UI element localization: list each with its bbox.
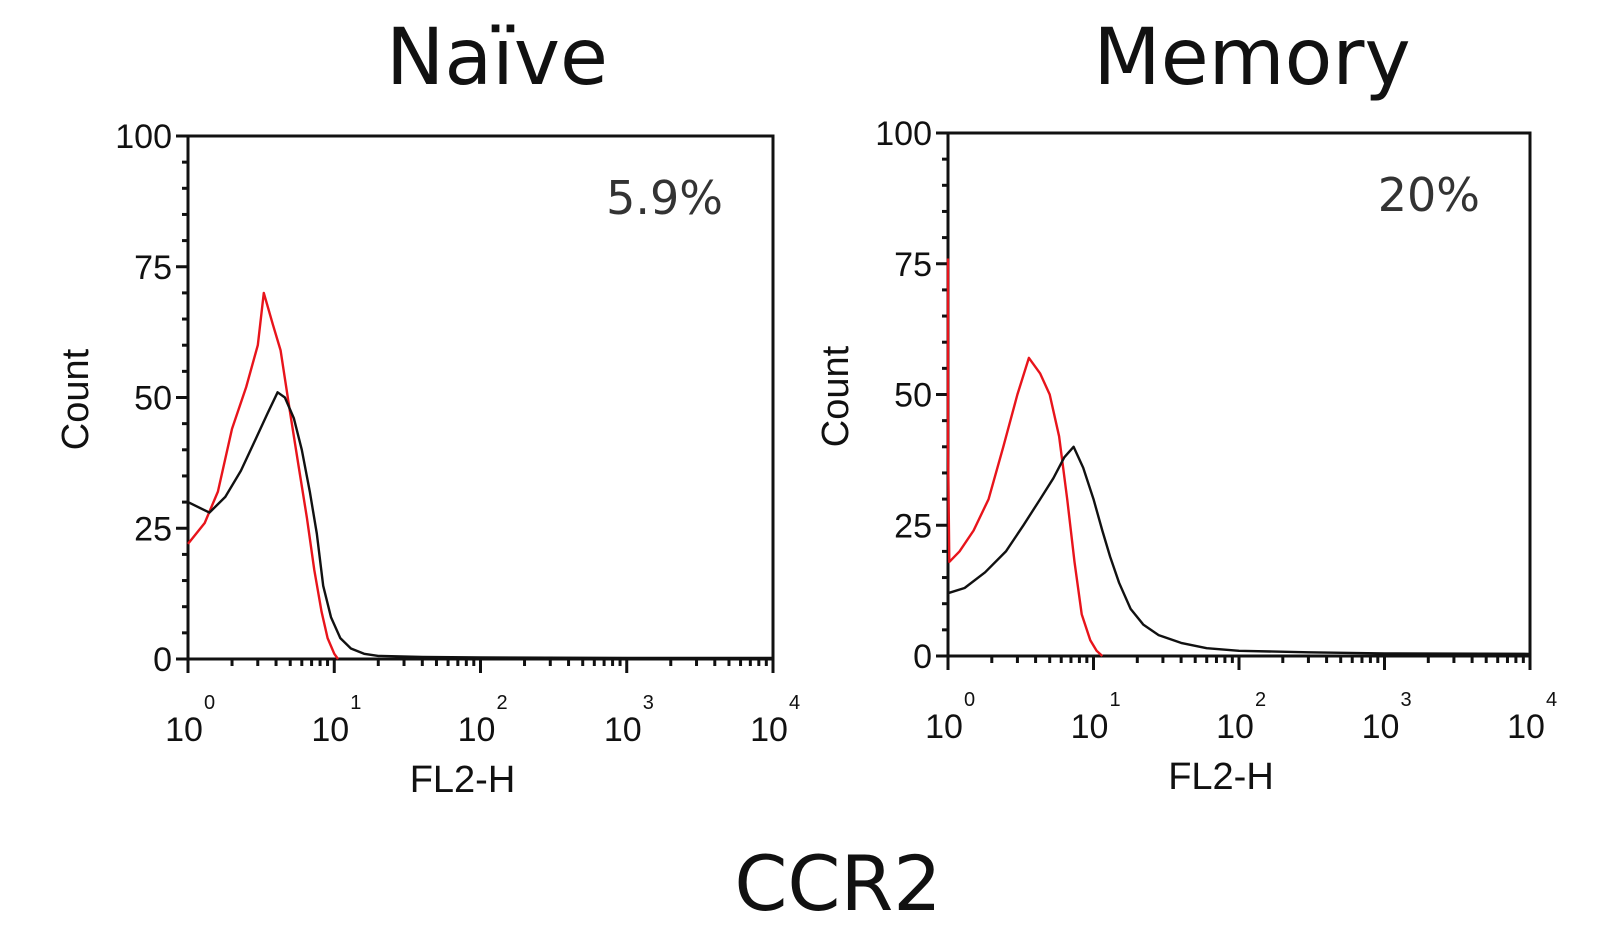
memory-isotype-histogram-line <box>946 258 1104 657</box>
naive-x-axis-label: FL2-H <box>410 759 516 801</box>
memory-x-tick-label: 10 <box>925 708 963 746</box>
memory-x-tick-exponent: 4 <box>1546 689 1557 711</box>
naive-histogram-panel: Naïve0255075100100101102103104FL2-HCount… <box>55 13 800 801</box>
memory-y-tick-label: 100 <box>875 115 932 153</box>
memory-x-tick-label: 10 <box>1362 708 1400 746</box>
naive-x-tick-label: 10 <box>311 711 349 749</box>
naive-x-tick-label: 10 <box>165 711 203 749</box>
naive-x-tick-exponent: 2 <box>497 692 508 714</box>
memory-panel-title: Memory <box>1093 13 1410 103</box>
naive-y-tick-label: 0 <box>153 641 172 679</box>
naive-x-tick-label: 10 <box>604 711 642 749</box>
memory-x-tick-exponent: 3 <box>1401 689 1412 711</box>
memory-y-tick-label: 0 <box>913 638 932 676</box>
memory-x-axis-label: FL2-H <box>1168 756 1274 798</box>
naive-x-tick-exponent: 4 <box>789 692 800 714</box>
naive-x-tick-exponent: 1 <box>350 692 361 714</box>
memory-percent-annotation: 20% <box>1378 168 1480 222</box>
naive-x-tick-exponent: 3 <box>643 692 654 714</box>
memory-x-tick-label: 10 <box>1216 708 1254 746</box>
memory-x-tick-label: 10 <box>1507 708 1545 746</box>
memory-x-tick-exponent: 0 <box>964 689 975 711</box>
memory-x-tick-exponent: 1 <box>1110 689 1121 711</box>
memory-y-tick-label: 50 <box>894 377 932 415</box>
naive-x-tick-exponent: 0 <box>204 692 215 714</box>
memory-histogram-panel: Memory0255075100100101102103104FL2-HCoun… <box>815 13 1557 798</box>
memory-x-tick-exponent: 2 <box>1255 689 1266 711</box>
memory-y-axis-label: Count <box>815 345 857 447</box>
naive-x-tick-label: 10 <box>458 711 496 749</box>
memory-x-tick-label: 10 <box>1071 708 1109 746</box>
naive-y-tick-label: 100 <box>115 118 172 156</box>
naive-panel-title: Naïve <box>386 13 608 103</box>
memory-sample-histogram-line <box>947 445 1531 656</box>
naive-sample-histogram-line <box>187 391 773 660</box>
naive-y-axis-label: Count <box>55 348 97 450</box>
memory-y-tick-label: 25 <box>894 507 932 545</box>
memory-y-tick-label: 75 <box>894 246 932 284</box>
naive-y-tick-label: 75 <box>134 249 172 287</box>
naive-percent-annotation: 5.9% <box>606 171 723 225</box>
naive-y-tick-label: 25 <box>134 510 172 548</box>
figure-footer-label: CCR2 <box>734 839 941 928</box>
naive-y-tick-label: 50 <box>134 380 172 418</box>
naive-isotype-histogram-line <box>187 291 339 660</box>
naive-x-tick-label: 10 <box>750 711 788 749</box>
